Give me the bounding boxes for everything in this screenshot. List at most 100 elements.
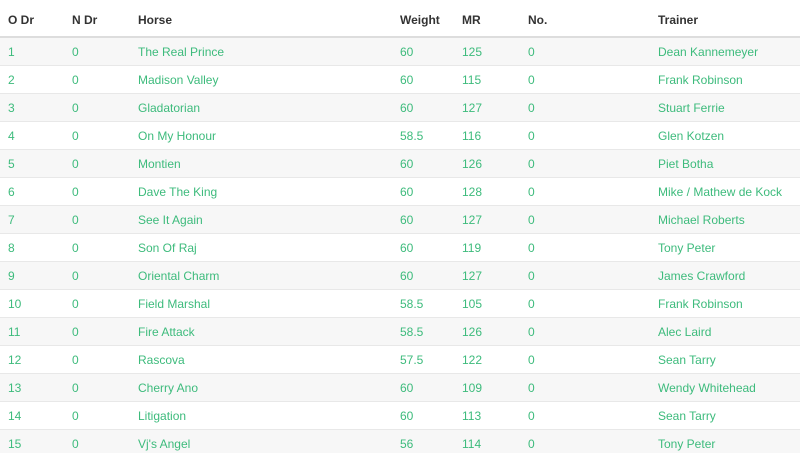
table-row: 4 0 On My Honour 58.5 116 0 Glen Kotzen — [0, 121, 800, 150]
cell-mr: 119 — [454, 233, 520, 262]
cell-trainer: Tony Peter — [650, 429, 800, 453]
horse-link[interactable]: Field Marshal — [138, 297, 211, 311]
cell-mr: 114 — [454, 429, 520, 453]
trainer-link[interactable]: Frank Robinson — [658, 297, 743, 311]
cell-o-dr: 1 — [0, 37, 64, 66]
cell-no: 0 — [520, 401, 650, 430]
cell-horse: Son Of Raj — [130, 233, 392, 262]
horse-link[interactable]: Cherry Ano — [138, 381, 199, 395]
trainer-link[interactable]: Michael Roberts — [658, 213, 745, 227]
cell-o-dr: 3 — [0, 93, 64, 122]
header-row: O Dr N Dr Horse Weight MR No. Trainer — [0, 0, 800, 38]
cell-weight: 58.5 — [392, 289, 454, 318]
horse-link[interactable]: Gladatorian — [138, 101, 201, 115]
table-row: 12 0 Rascova 57.5 122 0 Sean Tarry — [0, 345, 800, 374]
cell-no: 0 — [520, 149, 650, 178]
table-row: 13 0 Cherry Ano 60 109 0 Wendy Whitehead — [0, 373, 800, 402]
cell-n-dr: 0 — [64, 373, 130, 402]
trainer-link[interactable]: Mike / Mathew de Kock — [658, 185, 783, 199]
horse-link[interactable]: Son Of Raj — [138, 241, 197, 255]
cell-no: 0 — [520, 205, 650, 234]
horse-link[interactable]: On My Honour — [138, 129, 217, 143]
horse-link[interactable]: Oriental Charm — [138, 269, 220, 283]
column-header-mr: MR — [454, 0, 520, 38]
cell-o-dr: 11 — [0, 317, 64, 346]
cell-o-dr: 7 — [0, 205, 64, 234]
cell-horse: Rascova — [130, 345, 392, 374]
trainer-link[interactable]: James Crawford — [658, 269, 746, 283]
table-header: O Dr N Dr Horse Weight MR No. Trainer — [0, 0, 800, 38]
table-row: 2 0 Madison Valley 60 115 0 Frank Robinson — [0, 65, 800, 94]
cell-mr: 109 — [454, 373, 520, 402]
cell-weight: 58.5 — [392, 121, 454, 150]
cell-o-dr: 2 — [0, 65, 64, 94]
cell-n-dr: 0 — [64, 205, 130, 234]
cell-weight: 60 — [392, 261, 454, 290]
cell-weight: 58.5 — [392, 317, 454, 346]
cell-horse: Litigation — [130, 401, 392, 430]
cell-trainer: Sean Tarry — [650, 345, 800, 374]
table-row: 1 0 The Real Prince 60 125 0 Dean Kannemeyer — [0, 37, 800, 66]
horse-link[interactable]: Rascova — [138, 353, 185, 367]
cell-trainer: Michael Roberts — [650, 205, 800, 234]
cell-n-dr: 0 — [64, 317, 130, 346]
cell-mr: 128 — [454, 177, 520, 206]
cell-no: 0 — [520, 121, 650, 150]
cell-n-dr: 0 — [64, 401, 130, 430]
cell-mr: 127 — [454, 93, 520, 122]
trainer-link[interactable]: Piet Botha — [658, 157, 714, 171]
cell-horse: Madison Valley — [130, 65, 392, 94]
cell-o-dr: 15 — [0, 429, 64, 453]
trainer-link[interactable]: Frank Robinson — [658, 73, 743, 87]
column-header-n-dr: N Dr — [64, 0, 130, 38]
trainer-link[interactable]: Glen Kotzen — [658, 129, 725, 143]
horse-link[interactable]: The Real Prince — [138, 45, 225, 59]
cell-o-dr: 13 — [0, 373, 64, 402]
cell-mr: 125 — [454, 37, 520, 66]
cell-horse: Cherry Ano — [130, 373, 392, 402]
cell-trainer: Alec Laird — [650, 317, 800, 346]
cell-horse: Gladatorian — [130, 93, 392, 122]
trainer-link[interactable]: Alec Laird — [658, 325, 712, 339]
cell-weight: 60 — [392, 93, 454, 122]
cell-weight: 60 — [392, 177, 454, 206]
table-row: 10 0 Field Marshal 58.5 105 0 Frank Robinson — [0, 289, 800, 318]
cell-o-dr: 9 — [0, 261, 64, 290]
horse-link[interactable]: Montien — [138, 157, 181, 171]
table-row: 9 0 Oriental Charm 60 127 0 James Crawford — [0, 261, 800, 290]
horse-link[interactable]: Litigation — [138, 409, 187, 423]
horse-link[interactable]: Vj's Angel — [138, 437, 191, 451]
cell-o-dr: 6 — [0, 177, 64, 206]
trainer-link[interactable]: Sean Tarry — [658, 353, 716, 367]
trainer-link[interactable]: Wendy Whitehead — [658, 381, 756, 395]
cell-trainer: Dean Kannemeyer — [650, 37, 800, 66]
cell-trainer: Tony Peter — [650, 233, 800, 262]
cell-trainer: James Crawford — [650, 261, 800, 290]
horse-link[interactable]: Madison Valley — [138, 73, 219, 87]
table-body: 1 0 The Real Prince 60 125 0 Dean Kannemeyer 2 0… — [0, 37, 800, 453]
horse-link[interactable]: Dave The King — [138, 185, 218, 199]
cell-o-dr: 5 — [0, 149, 64, 178]
horse-link[interactable]: Fire Attack — [138, 325, 195, 339]
cell-n-dr: 0 — [64, 233, 130, 262]
cell-weight: 56 — [392, 429, 454, 453]
cell-mr: 127 — [454, 205, 520, 234]
trainer-link[interactable]: Stuart Ferrie — [658, 101, 725, 115]
cell-n-dr: 0 — [64, 93, 130, 122]
cell-mr: 126 — [454, 149, 520, 178]
cell-no: 0 — [520, 37, 650, 66]
cell-n-dr: 0 — [64, 177, 130, 206]
cell-mr: 116 — [454, 121, 520, 150]
cell-n-dr: 0 — [64, 261, 130, 290]
cell-n-dr: 0 — [64, 65, 130, 94]
cell-o-dr: 8 — [0, 233, 64, 262]
horse-link[interactable]: See It Again — [138, 213, 203, 227]
cell-mr: 122 — [454, 345, 520, 374]
trainer-link[interactable]: Sean Tarry — [658, 409, 716, 423]
cell-trainer: Glen Kotzen — [650, 121, 800, 150]
cell-weight: 60 — [392, 233, 454, 262]
trainer-link[interactable]: Dean Kannemeyer — [658, 45, 759, 59]
trainer-link[interactable]: Tony Peter — [658, 437, 716, 451]
cell-no: 0 — [520, 289, 650, 318]
trainer-link[interactable]: Tony Peter — [658, 241, 716, 255]
